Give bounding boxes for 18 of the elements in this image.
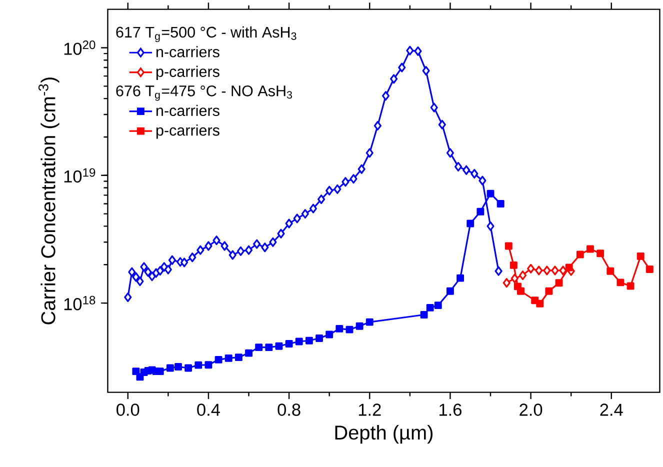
legend-label: n-carriers [156, 104, 220, 116]
x-tick-label: 0.8 [278, 404, 300, 416]
x-axis-title: Depth (µm) [335, 425, 432, 444]
annotation: 676 T$_{g}$=475 °C - NO AsH$_{3}$ [116, 86, 292, 101]
annotation: 617 T$_{g}$=500 °C - with AsH$_{3}$ [116, 26, 296, 42]
y-tick-label: 10$^{18}$ [64, 296, 96, 310]
y-tick-label: 10$^{20}$ [64, 40, 96, 55]
x-tick-label: 0.4 [197, 404, 220, 416]
y-tick-label: 10$^{19}$ [64, 168, 96, 183]
y-axis-title: Carrier Concentration (cm$^{-3}$) [38, 78, 60, 324]
legend-label: n-carriers [156, 46, 220, 58]
x-tick-label: 0.0 [116, 404, 140, 416]
legend-label: p-carriers [156, 124, 220, 139]
x-tick-label: 2.4 [600, 404, 623, 416]
x-tick-label: 2.0 [520, 404, 542, 416]
x-tick-label: 1.6 [440, 404, 462, 416]
x-tick-label: 1.2 [358, 404, 381, 416]
legend-label: p-carriers [156, 66, 220, 80]
